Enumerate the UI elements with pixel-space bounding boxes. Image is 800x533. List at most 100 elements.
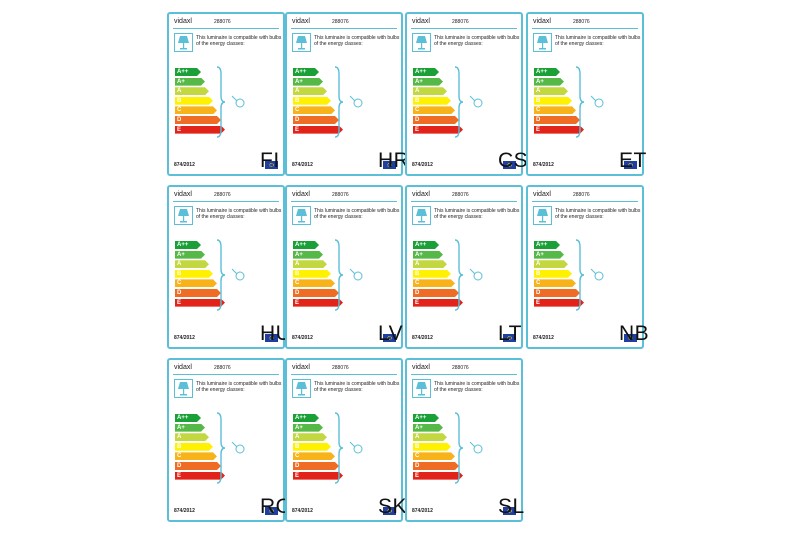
energy-class-label: A+: [415, 251, 423, 258]
brand-name: vidaxl: [533, 191, 551, 198]
energy-class-label: A: [415, 434, 420, 441]
energy-class-arrow: A+: [534, 78, 564, 86]
eu-flag-icon: [265, 161, 278, 169]
energy-class-label: A: [295, 434, 300, 441]
eu-flag-icon: [383, 334, 396, 342]
energy-class-label: C: [295, 107, 300, 114]
energy-class-label: A+: [177, 251, 185, 258]
regulation-number: 874/2012: [174, 162, 195, 168]
energy-class-arrow: A+: [175, 251, 205, 259]
energy-scale: A++ A+ A B C D E: [534, 241, 584, 308]
energy-class-arrow: B: [534, 97, 572, 105]
energy-class-arrow: C: [413, 279, 455, 287]
brand-name: vidaxl: [174, 191, 192, 198]
energy-class-label: E: [177, 126, 182, 133]
energy-class-arrow: C: [175, 279, 217, 287]
bulb-icon: [590, 268, 604, 281]
brace-icon: [216, 239, 226, 311]
energy-class-arrow: D: [175, 116, 221, 124]
energy-class-label: E: [536, 299, 541, 306]
energy-class-arrow: B: [534, 270, 572, 278]
brand-name: vidaxl: [292, 191, 310, 198]
energy-class-arrow: A+: [534, 251, 564, 259]
regulation-number: 874/2012: [292, 335, 313, 341]
energy-class-label: D: [295, 116, 300, 123]
energy-class-arrow: A++: [175, 241, 201, 249]
energy-class-arrow: A+: [413, 251, 443, 259]
energy-class-label: C: [295, 280, 300, 287]
regulation-number: 874/2012: [412, 335, 433, 341]
regulation-number: 874/2012: [533, 162, 554, 168]
bulb-icon: [231, 95, 245, 108]
energy-class-arrow: D: [413, 462, 459, 470]
energy-class-arrow: A: [413, 260, 447, 268]
energy-class-arrow: C: [293, 452, 335, 460]
energy-class-arrow: D: [293, 462, 339, 470]
energy-class-arrow: A: [293, 260, 327, 268]
energy-class-arrow: B: [293, 443, 331, 451]
compatibility-text: This luminaire is compatible with bulbs …: [314, 35, 400, 47]
energy-class-arrow: A: [293, 433, 327, 441]
bulb-icon: [349, 268, 363, 281]
model-number: 288076: [573, 192, 590, 198]
compatibility-text: This luminaire is compatible with bulbs …: [314, 381, 400, 393]
energy-class-label: C: [177, 280, 182, 287]
energy-class-arrow: B: [413, 443, 451, 451]
energy-label-card: vidaxl 288076 This luminaire is compatib…: [167, 358, 285, 522]
energy-label-card: vidaxl 288076 This luminaire is compatib…: [285, 185, 403, 349]
energy-class-label: B: [415, 97, 420, 104]
energy-class-label: B: [415, 270, 420, 277]
energy-class-label: A: [295, 261, 300, 268]
energy-class-arrow: D: [293, 116, 339, 124]
divider: [532, 28, 638, 29]
energy-class-label: A: [295, 88, 300, 95]
energy-scale: A++ A+ A B C D E: [175, 414, 225, 481]
energy-class-label: E: [295, 299, 300, 306]
energy-class-label: E: [177, 472, 182, 479]
energy-class-arrow: B: [175, 97, 213, 105]
energy-scale: A++ A+ A B C D E: [175, 68, 225, 135]
energy-class-label: A: [177, 88, 182, 95]
bulb-icon: [590, 95, 604, 108]
energy-class-label: D: [536, 289, 541, 296]
energy-class-arrow: D: [534, 116, 580, 124]
language-code: LV: [378, 322, 404, 345]
energy-class-arrow: A: [175, 87, 209, 95]
energy-class-arrow: A: [175, 433, 209, 441]
divider: [291, 374, 397, 375]
energy-class-label: D: [177, 116, 182, 123]
energy-class-arrow: B: [175, 443, 213, 451]
energy-label-card: vidaxl 288076 This luminaire is compatib…: [526, 12, 644, 176]
energy-class-label: C: [415, 107, 420, 114]
energy-class-label: A++: [295, 242, 307, 248]
energy-class-arrow: A+: [413, 424, 443, 432]
energy-class-label: B: [536, 270, 541, 277]
energy-class-label: A++: [295, 69, 307, 75]
energy-class-label: A+: [295, 78, 303, 85]
energy-class-label: E: [415, 126, 420, 133]
energy-class-arrow: E: [293, 299, 343, 307]
energy-class-arrow: A: [534, 87, 568, 95]
lamp-icon: [292, 33, 311, 52]
energy-class-arrow: E: [175, 299, 225, 307]
brace-icon: [216, 66, 226, 138]
energy-class-label: B: [295, 97, 300, 104]
lamp-icon: [174, 206, 193, 225]
regulation-number: 874/2012: [292, 508, 313, 514]
brace-icon: [216, 412, 226, 484]
model-number: 288076: [214, 365, 231, 371]
bulb-icon: [231, 441, 245, 454]
brand-name: vidaxl: [292, 18, 310, 25]
model-number: 288076: [573, 19, 590, 25]
bulb-icon: [349, 441, 363, 454]
eu-flag-icon: [503, 334, 516, 342]
model-number: 288076: [332, 192, 349, 198]
energy-class-label: A+: [295, 251, 303, 258]
energy-class-arrow: C: [293, 279, 335, 287]
energy-class-label: C: [536, 280, 541, 287]
lamp-icon: [292, 379, 311, 398]
brace-icon: [575, 239, 585, 311]
eu-flag-icon: [265, 507, 278, 515]
lamp-icon: [174, 379, 193, 398]
energy-class-arrow: A+: [175, 424, 205, 432]
